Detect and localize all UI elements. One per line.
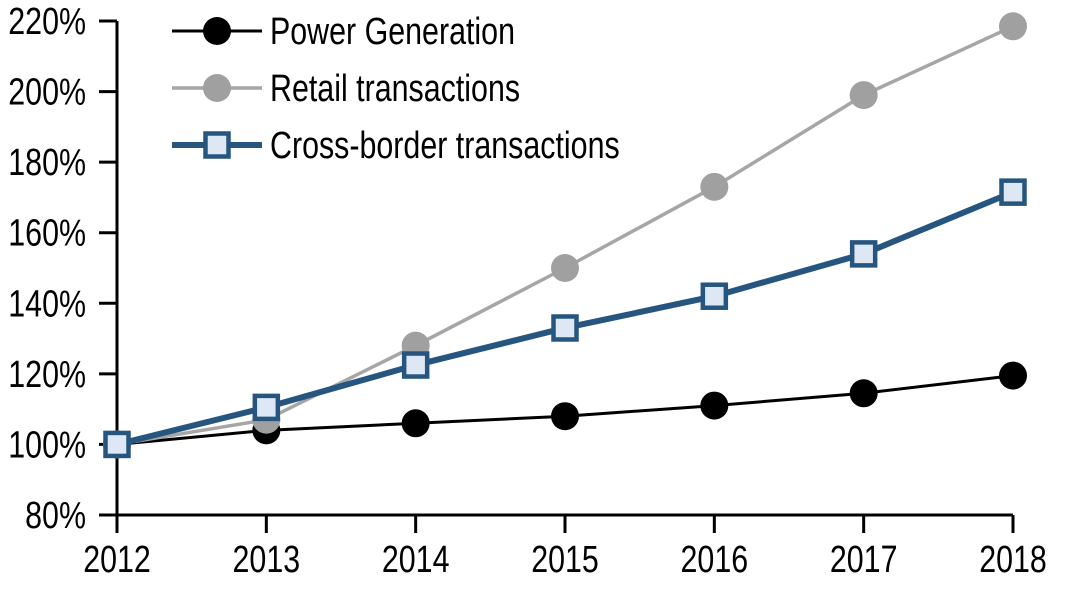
x-tick-label: 2015 bbox=[531, 539, 599, 581]
legend-cross-border-transactions-label: Cross-border transactions bbox=[270, 125, 620, 167]
x-tick-label: 2014 bbox=[382, 539, 450, 581]
series-cross-border-transactions-square-marker bbox=[700, 282, 729, 310]
x-tick-label: 2012 bbox=[83, 539, 151, 581]
y-tick-label: 180% bbox=[8, 142, 86, 184]
series-power-generation-circle-marker bbox=[551, 402, 579, 431]
y-tick-label: 80% bbox=[25, 495, 86, 537]
x-tick-label: 2017 bbox=[830, 539, 898, 581]
series-power-generation-circle-marker bbox=[999, 361, 1027, 390]
y-tick-label: 160% bbox=[8, 213, 86, 255]
legend-retail-transactions-circle-marker bbox=[203, 74, 231, 102]
y-tick-label: 140% bbox=[8, 283, 86, 325]
series-cross-border-transactions-square-marker bbox=[252, 393, 281, 422]
x-tick-label: 2016 bbox=[681, 539, 749, 581]
series-cross-border-transactions-square-marker bbox=[999, 178, 1027, 206]
series-retail-transactions-circle-marker bbox=[700, 172, 729, 201]
series-power-generation-circle-marker bbox=[401, 409, 430, 438]
series-cross-border-transactions-square-marker bbox=[551, 314, 579, 342]
series-retail-transactions-circle-marker bbox=[849, 81, 878, 110]
series-power-generation-circle-marker bbox=[849, 379, 878, 408]
y-tick-label: 200% bbox=[8, 71, 86, 113]
legend-power-generation-label: Power Generation bbox=[270, 11, 515, 53]
legend-power-generation-circle-marker bbox=[203, 17, 231, 45]
series-cross-border-transactions-square-marker bbox=[849, 240, 878, 268]
legend-retail-transactions-label: Retail transactions bbox=[270, 68, 520, 110]
x-tick-label: 2018 bbox=[979, 539, 1047, 581]
series-retail-transactions-circle-marker bbox=[551, 254, 579, 282]
y-tick-label: 100% bbox=[8, 424, 86, 466]
series-cross-border-transactions-square-marker bbox=[103, 430, 131, 459]
x-tick-label: 2013 bbox=[233, 539, 301, 581]
series-cross-border-transactions-square-marker bbox=[401, 351, 430, 379]
series-retail-transactions-circle-marker bbox=[999, 12, 1027, 41]
y-tick-label: 220% bbox=[8, 1, 86, 43]
legend-cross-border-transactions-square-marker bbox=[203, 131, 231, 159]
series-power-generation-circle-marker bbox=[700, 391, 729, 420]
y-tick-label: 120% bbox=[8, 354, 86, 396]
